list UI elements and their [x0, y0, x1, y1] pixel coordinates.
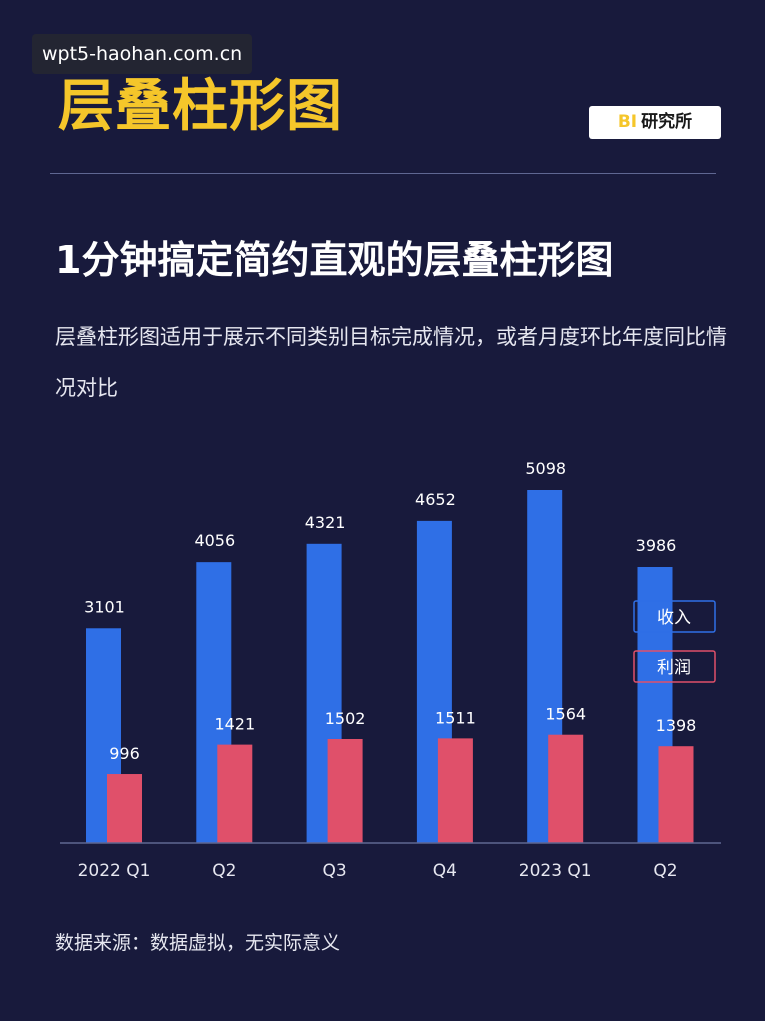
revenue-data-label: 4652	[415, 490, 456, 509]
x-tick-label: Q2	[653, 861, 677, 881]
legend-revenue-box	[633, 600, 716, 633]
revenue-data-label: 4056	[194, 531, 235, 550]
profit-data-label: 1421	[214, 715, 255, 734]
brand-badge: BI 研究所	[589, 106, 721, 139]
profit-data-label: 1398	[656, 716, 697, 735]
profit-bar	[217, 744, 253, 843]
revenue-data-label: 3101	[84, 597, 125, 616]
profit-data-label: 1511	[435, 708, 476, 727]
revenue-data-label: 5098	[525, 459, 566, 478]
profit-bar	[548, 734, 584, 843]
legend-revenue-label: 收入	[657, 608, 691, 628]
description: 层叠柱形图适用于展示不同类别目标完成情况，或者月度环比年度同比情况对比	[55, 325, 727, 400]
profit-bar	[658, 746, 694, 843]
profit-data-label: 1564	[545, 705, 586, 724]
page-title: 层叠柱形图	[58, 74, 343, 139]
watermark: wpt5-haohan.com.cn	[32, 34, 253, 74]
revenue-data-label: 3986	[636, 536, 677, 555]
x-tick-label: 2022 Q1	[78, 861, 151, 881]
x-tick-label: Q4	[433, 861, 457, 881]
stacked-bar-chart: 3101 996 2022 Q1 4056 1421 Q2 4321 1502 Q3 4652 15…	[60, 459, 721, 881]
divider	[50, 173, 716, 174]
data-source-note: 数据来源：数据虚拟，无实际意义	[55, 932, 341, 954]
legend-profit-label: 利润	[657, 658, 691, 678]
x-tick-label: Q2	[212, 861, 236, 881]
headline: 1分钟搞定简约直观的层叠柱形图	[55, 238, 614, 282]
revenue-data-label: 4321	[305, 513, 346, 532]
badge-text: 研究所	[641, 112, 693, 132]
badge-prefix: BI	[617, 112, 638, 132]
legend-profit-box	[633, 650, 716, 683]
profit-data-label: 996	[109, 744, 140, 763]
profit-bar	[437, 738, 473, 843]
profit-bar	[107, 774, 142, 843]
x-tick-label: Q3	[322, 861, 346, 881]
x-tick-label: 2023 Q1	[519, 861, 592, 881]
profit-data-label: 1502	[325, 709, 366, 728]
profit-bar	[327, 738, 363, 843]
